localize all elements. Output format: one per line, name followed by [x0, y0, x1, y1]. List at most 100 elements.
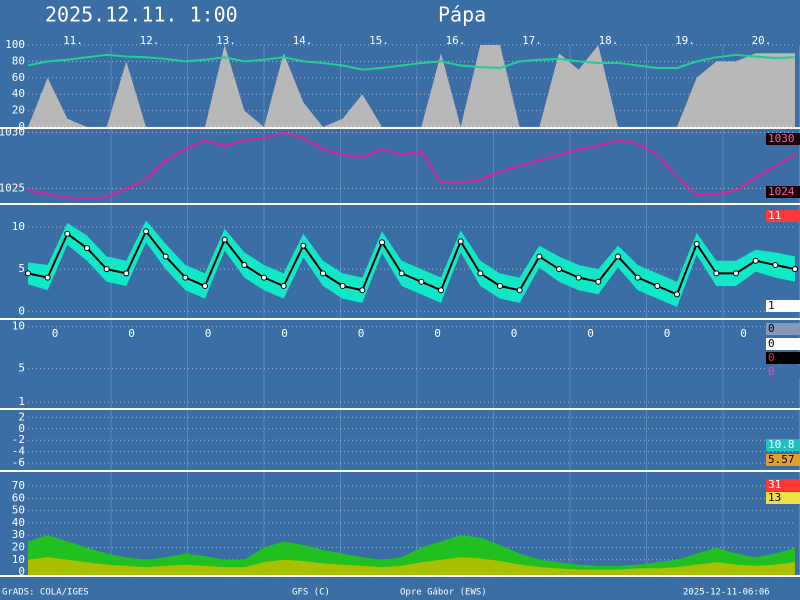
right-label-box	[766, 479, 800, 491]
point	[261, 274, 267, 281]
value-label: 0	[587, 327, 594, 340]
point	[772, 261, 779, 268]
point	[556, 266, 562, 273]
right-label: 11	[768, 209, 781, 222]
point	[320, 270, 326, 277]
value-label: 0	[664, 327, 671, 340]
right-label: 0	[768, 322, 775, 335]
right-label: 5.57	[768, 453, 795, 466]
day-label: 13.	[216, 34, 236, 47]
right-label-box	[766, 210, 800, 222]
point	[477, 270, 484, 277]
place: Pápa	[438, 3, 486, 27]
y-tick-label: 10	[12, 220, 25, 233]
line	[27, 229, 796, 296]
area	[28, 45, 795, 127]
right-label-box	[766, 454, 800, 466]
point	[575, 274, 582, 281]
right-label: 1030	[768, 132, 795, 145]
right-label-box	[766, 300, 800, 312]
right-label: 1024	[768, 185, 795, 198]
line	[27, 53, 796, 71]
point	[615, 253, 621, 260]
day-label: 14.	[293, 34, 313, 47]
y-tick-label: 50	[12, 504, 25, 517]
point	[733, 270, 739, 277]
point	[123, 270, 130, 277]
point	[241, 261, 248, 268]
right-label-box	[766, 186, 800, 198]
y-tick-label: 30	[12, 528, 25, 541]
y-tick-label: 10	[12, 553, 25, 566]
y-tick-label: 0	[18, 120, 25, 133]
line	[27, 131, 796, 200]
point	[202, 283, 208, 289]
right-label-box	[766, 338, 800, 350]
area	[28, 557, 795, 575]
point	[674, 291, 680, 298]
y-tick-label: 1	[18, 395, 25, 408]
right-label-box	[766, 352, 800, 364]
value-label: 0	[205, 327, 212, 340]
y-tick-label: 0	[18, 304, 25, 317]
y-tick-label: 5	[18, 262, 25, 275]
point	[438, 287, 444, 294]
right-label: 13	[768, 491, 781, 504]
title: 2025.12.11. 1:00	[45, 3, 238, 27]
point	[595, 278, 602, 285]
value-label: 0	[740, 327, 747, 340]
point	[654, 283, 661, 289]
y-tick-label: -4	[12, 445, 26, 458]
value-label: 0	[511, 327, 518, 340]
footer-text: GFS (C)	[292, 588, 330, 598]
point	[84, 245, 90, 252]
y-tick-label: 40	[12, 87, 25, 100]
day-label: 19.	[675, 34, 695, 47]
value-label: 0	[281, 327, 288, 340]
point	[103, 266, 110, 273]
y-tick-label: 0	[18, 565, 25, 578]
right-label: 0	[768, 351, 775, 364]
point	[398, 270, 405, 277]
point	[713, 270, 720, 277]
footer-text: Opre Gábor (EWS)	[400, 588, 487, 598]
right-label: 1	[768, 299, 775, 312]
area	[28, 535, 795, 575]
point	[752, 257, 759, 264]
y-tick-label: 70	[12, 479, 25, 492]
day-label: 11.	[63, 34, 83, 47]
value-label: 0	[358, 327, 365, 340]
y-tick-label: 2	[18, 410, 25, 423]
point	[300, 242, 307, 249]
y-tick-label: 100	[5, 38, 25, 51]
point	[64, 230, 71, 237]
point	[497, 283, 503, 289]
point	[339, 283, 346, 289]
value-label: 0	[128, 327, 135, 340]
point	[44, 274, 51, 281]
y-tick-label: -6	[12, 456, 25, 469]
day-label: 15.	[369, 34, 389, 47]
point	[536, 253, 543, 260]
point	[792, 266, 798, 273]
y-tick-label: -2	[12, 433, 25, 446]
point	[25, 270, 31, 277]
y-tick-label: 20	[12, 104, 25, 117]
point	[182, 274, 189, 281]
right-label-box	[766, 133, 800, 145]
right-label: 10.8	[768, 438, 795, 451]
point	[516, 287, 523, 294]
right-label: 0	[768, 365, 775, 378]
day-label: 17.	[522, 34, 542, 47]
band	[28, 220, 795, 308]
day-label: 16.	[446, 34, 466, 47]
y-tick-label: 20	[12, 540, 25, 553]
footer-text: 2025-12-11-06:06	[683, 588, 770, 598]
right-label: 0	[768, 337, 775, 350]
point	[143, 228, 149, 235]
point	[693, 240, 700, 247]
right-label-box	[766, 492, 800, 504]
point	[162, 253, 169, 260]
day-label: 12.	[140, 34, 160, 47]
